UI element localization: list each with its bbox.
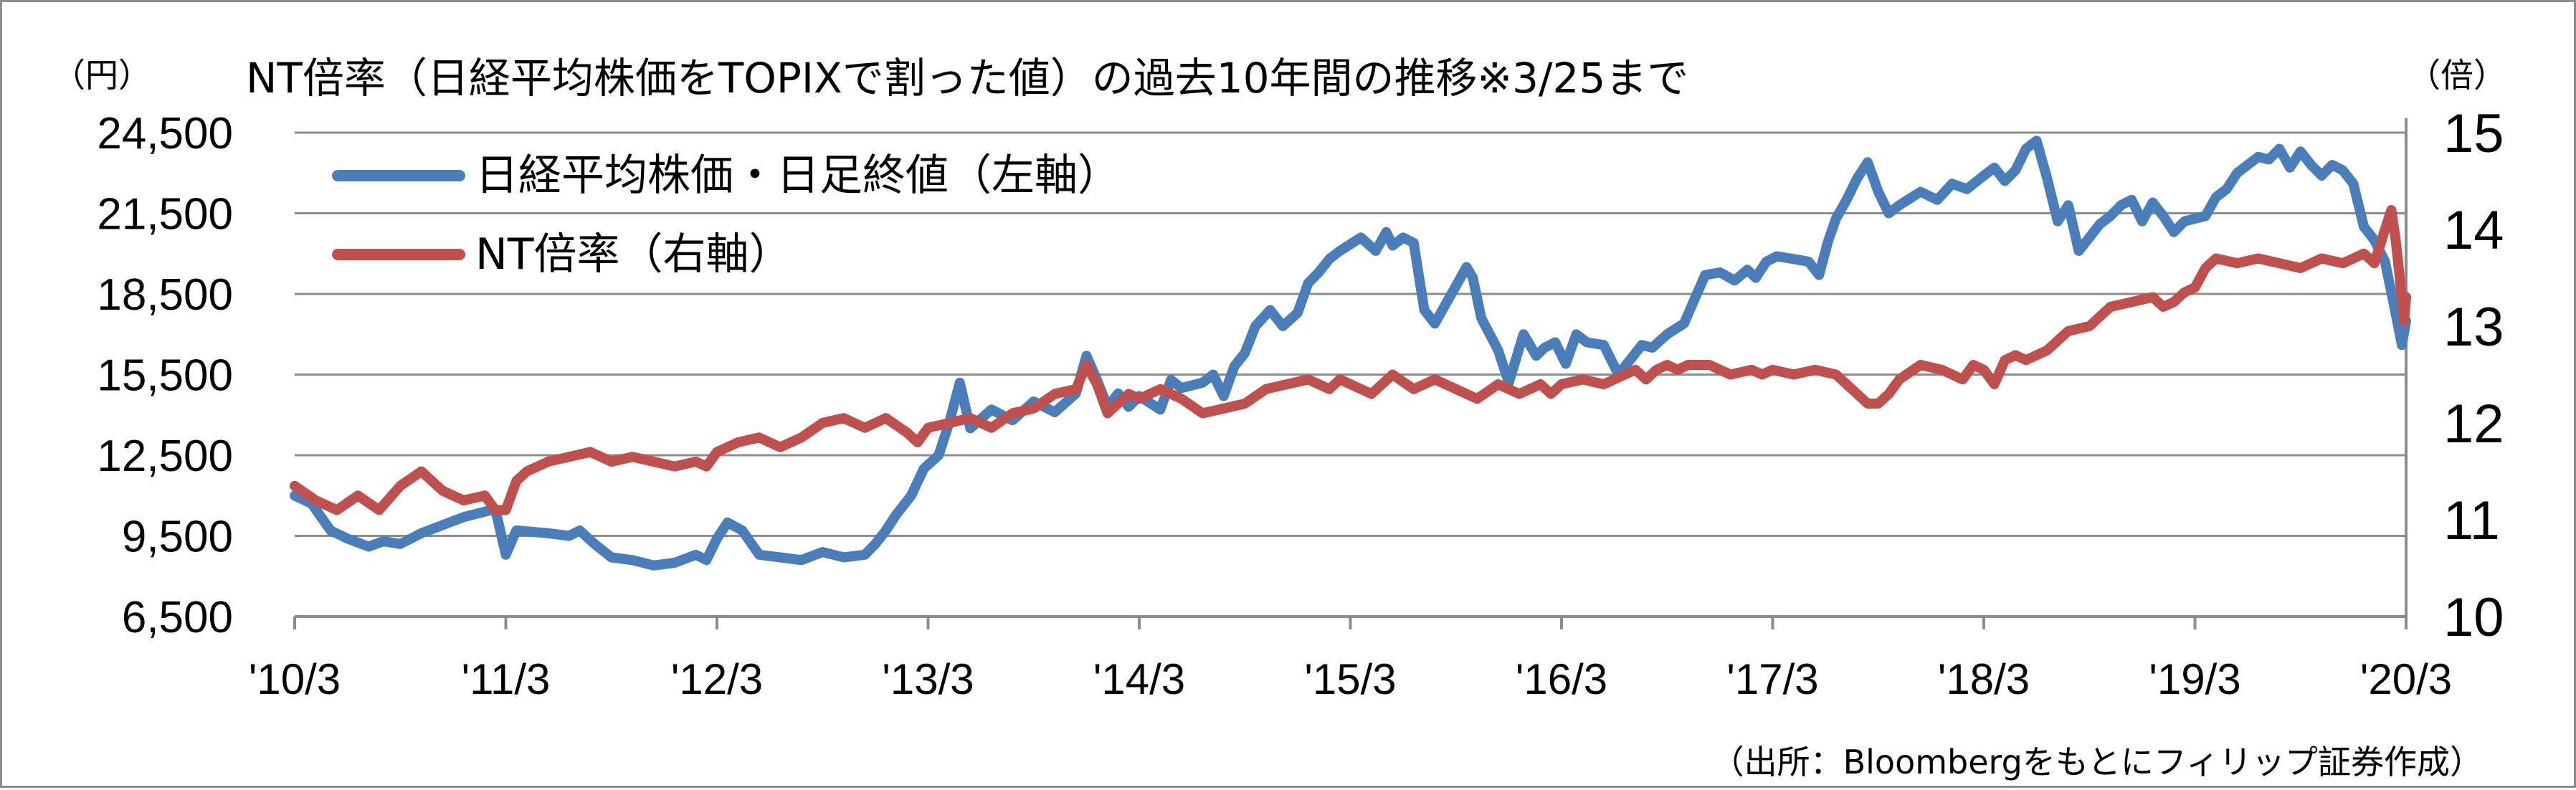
right-tick-label: 13 <box>2443 297 2504 358</box>
x-tick-label: '14/3 <box>1093 655 1185 703</box>
x-tick-label: '15/3 <box>1304 655 1396 703</box>
right-tick-label: 10 <box>2443 587 2504 648</box>
x-tick-label: '19/3 <box>2149 655 2240 703</box>
left-tick-label: 21,500 <box>97 190 233 239</box>
x-tick-label: '11/3 <box>462 655 551 703</box>
left-tick-label: 9,500 <box>122 513 233 562</box>
left-tick-label: 18,500 <box>97 270 233 320</box>
right-axis-unit: （倍） <box>2408 56 2506 95</box>
left-tick-label: 6,500 <box>122 593 233 642</box>
left-tick-label: 15,500 <box>97 351 233 401</box>
right-tick-label: 11 <box>2443 490 2500 551</box>
series-lines <box>290 135 2411 571</box>
x-tick-label: '17/3 <box>1726 655 1818 703</box>
x-tick-label: '10/3 <box>249 655 341 703</box>
x-tick-label: '12/3 <box>671 655 763 703</box>
x-tick-label: '16/3 <box>1516 655 1607 703</box>
left-tick-label: 12,500 <box>97 432 233 481</box>
right-axis-ticks: 10 11 12 13 14 15 <box>2443 103 2504 648</box>
chart-title: NT倍率（日経平均株価をTOPIXで割った値）の過去10年間の推移※3/25まで <box>246 54 1688 103</box>
legend-label-nikkei: 日経平均株価・日足終値（左軸） <box>475 151 1121 201</box>
gridlines <box>295 131 2406 618</box>
left-axis-unit: （円） <box>52 56 151 95</box>
x-tick-label: '13/3 <box>882 655 974 703</box>
series-line-nikkei <box>290 135 2411 571</box>
right-tick-label: 12 <box>2443 394 2504 455</box>
series-line-nt-ratio <box>290 205 2411 515</box>
legend-label-nt-ratio: NT倍率（右軸） <box>475 229 792 280</box>
x-axis-ticks: '10/3 '11/3 '12/3 '13/3 '14/3 '15/3 '16/3 '17/3… <box>249 617 2452 703</box>
right-tick-label: 14 <box>2443 200 2504 261</box>
x-tick-label: '20/3 <box>2360 655 2452 703</box>
left-tick-label: 24,500 <box>97 109 233 158</box>
legend: 日経平均株価・日足終値（左軸） NT倍率（右軸） <box>332 151 1121 280</box>
source-note: （出所：Bloombergをもとにフィリップ証券作成） <box>1711 743 2483 781</box>
left-axis-ticks: 6,500 9,500 12,500 15,500 18,500 21,500 24,500 <box>97 109 233 642</box>
x-tick-label: '18/3 <box>1938 655 2030 703</box>
right-tick-label: 15 <box>2443 103 2504 164</box>
